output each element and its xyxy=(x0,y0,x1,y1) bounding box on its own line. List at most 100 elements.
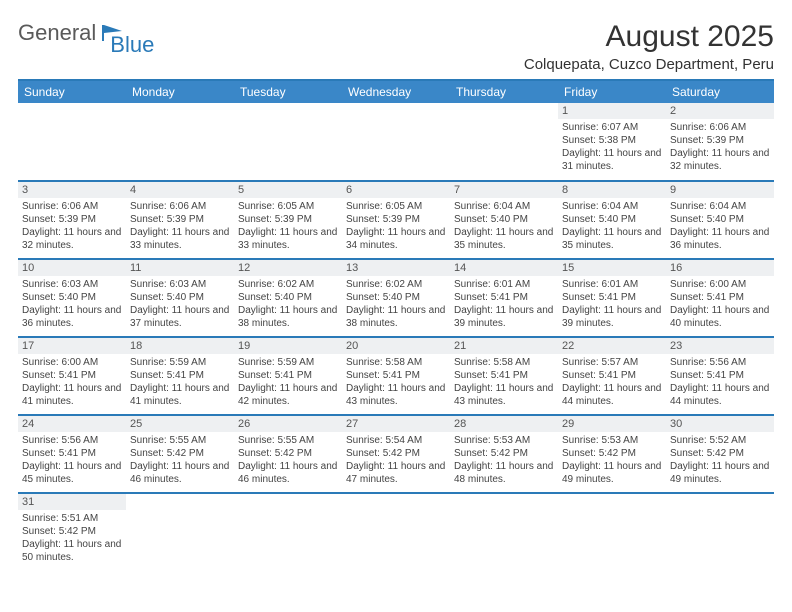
day-number: 18 xyxy=(126,338,234,354)
sunrise-line: Sunrise: 6:00 AM xyxy=(670,278,770,291)
day-details: Sunrise: 6:06 AMSunset: 5:39 PMDaylight:… xyxy=(666,119,774,177)
day-details: Sunrise: 6:04 AMSunset: 5:40 PMDaylight:… xyxy=(450,198,558,256)
weekday-header: Thursday xyxy=(450,81,558,103)
calendar-day-cell: 29 Sunrise: 5:53 AMSunset: 5:42 PMDayligh… xyxy=(558,415,666,493)
calendar-empty-cell xyxy=(342,493,450,571)
daylight-line: Daylight: 11 hours and 31 minutes. xyxy=(562,147,662,173)
sunrise-line: Sunrise: 6:05 AM xyxy=(238,200,338,213)
day-number: 11 xyxy=(126,260,234,276)
sunrise-line: Sunrise: 5:54 AM xyxy=(346,434,446,447)
sunrise-line: Sunrise: 6:02 AM xyxy=(346,278,446,291)
day-number: 28 xyxy=(450,416,558,432)
daylight-line: Daylight: 11 hours and 38 minutes. xyxy=(238,304,338,330)
weekday-header: Tuesday xyxy=(234,81,342,103)
logo-text-general: General xyxy=(18,20,96,46)
calendar-empty-cell xyxy=(126,103,234,181)
calendar-day-cell: 16Sunrise: 6:00 AMSunset: 5:41 PMDayligh… xyxy=(666,259,774,337)
day-details: Sunrise: 6:02 AMSunset: 5:40 PMDaylight:… xyxy=(234,276,342,334)
day-number: 31 xyxy=(18,494,126,510)
day-details: Sunrise: 6:00 AMSunset: 5:41 PMDaylight:… xyxy=(18,354,126,412)
calendar-day-cell: 23Sunrise: 5:56 AMSunset: 5:41 PMDayligh… xyxy=(666,337,774,415)
daylight-line: Daylight: 11 hours and 41 minutes. xyxy=(130,382,230,408)
daylight-line: Daylight: 11 hours and 44 minutes. xyxy=(670,382,770,408)
calendar-day-cell: 6Sunrise: 6:05 AMSunset: 5:39 PMDaylight… xyxy=(342,181,450,259)
day-number: 30 xyxy=(666,416,774,432)
calendar-day-cell: 3Sunrise: 6:06 AMSunset: 5:39 PMDaylight… xyxy=(18,181,126,259)
day-details: Sunrise: 5:56 AMSunset: 5:41 PMDaylight:… xyxy=(666,354,774,412)
sunrise-line: Sunrise: 6:06 AM xyxy=(130,200,230,213)
day-number: 23 xyxy=(666,338,774,354)
day-number: 9 xyxy=(666,182,774,198)
day-details: Sunrise: 5:59 AMSunset: 5:41 PMDaylight:… xyxy=(126,354,234,412)
sunrise-line: Sunrise: 5:55 AM xyxy=(130,434,230,447)
brand-logo: General Blue xyxy=(18,20,174,46)
calendar-week-row: 31Sunrise: 5:51 AMSunset: 5:42 PMDayligh… xyxy=(18,493,774,571)
sunrise-line: Sunrise: 5:56 AM xyxy=(670,356,770,369)
sunrise-line: Sunrise: 6:04 AM xyxy=(562,200,662,213)
day-number: 22 xyxy=(558,338,666,354)
day-number: 21 xyxy=(450,338,558,354)
day-number: 7 xyxy=(450,182,558,198)
calendar-day-cell: 18Sunrise: 5:59 AMSunset: 5:41 PMDayligh… xyxy=(126,337,234,415)
sunrise-line: Sunrise: 6:01 AM xyxy=(562,278,662,291)
day-number: 12 xyxy=(234,260,342,276)
day-number: 25 xyxy=(126,416,234,432)
calendar-day-cell: 30Sunrise: 5:52 AMSunset: 5:42 PMDayligh… xyxy=(666,415,774,493)
sunset-line: Sunset: 5:38 PM xyxy=(562,134,662,147)
calendar-empty-cell xyxy=(558,493,666,571)
day-details: Sunrise: 6:03 AMSunset: 5:40 PMDaylight:… xyxy=(18,276,126,334)
calendar-empty-cell xyxy=(342,103,450,181)
calendar-week-row: 24Sunrise: 5:56 AMSunset: 5:41 PMDayligh… xyxy=(18,415,774,493)
calendar-day-cell: 13Sunrise: 6:02 AMSunset: 5:40 PMDayligh… xyxy=(342,259,450,337)
location-text: Colquepata, Cuzco Department, Peru xyxy=(524,56,774,73)
calendar-week-row: 17Sunrise: 6:00 AMSunset: 5:41 PMDayligh… xyxy=(18,337,774,415)
daylight-line: Daylight: 11 hours and 43 minutes. xyxy=(454,382,554,408)
sunset-line: Sunset: 5:40 PM xyxy=(562,213,662,226)
sunrise-line: Sunrise: 5:58 AM xyxy=(346,356,446,369)
daylight-line: Daylight: 11 hours and 38 minutes. xyxy=(346,304,446,330)
daylight-line: Daylight: 11 hours and 39 minutes. xyxy=(562,304,662,330)
day-details: Sunrise: 6:03 AMSunset: 5:40 PMDaylight:… xyxy=(126,276,234,334)
day-details: Sunrise: 5:55 AMSunset: 5:42 PMDaylight:… xyxy=(126,432,234,490)
daylight-line: Daylight: 11 hours and 44 minutes. xyxy=(562,382,662,408)
day-details: Sunrise: 5:51 AMSunset: 5:42 PMDaylight:… xyxy=(18,510,126,568)
sunset-line: Sunset: 5:41 PM xyxy=(454,369,554,382)
daylight-line: Daylight: 11 hours and 33 minutes. xyxy=(130,226,230,252)
day-details: Sunrise: 6:04 AMSunset: 5:40 PMDaylight:… xyxy=(666,198,774,256)
sunrise-line: Sunrise: 6:03 AM xyxy=(22,278,122,291)
day-details: Sunrise: 6:06 AMSunset: 5:39 PMDaylight:… xyxy=(126,198,234,256)
calendar-day-cell: 1Sunrise: 6:07 AMSunset: 5:38 PMDaylight… xyxy=(558,103,666,181)
daylight-line: Daylight: 11 hours and 35 minutes. xyxy=(454,226,554,252)
day-details: Sunrise: 6:06 AMSunset: 5:39 PMDaylight:… xyxy=(18,198,126,256)
day-details: Sunrise: 5:58 AMSunset: 5:41 PMDaylight:… xyxy=(450,354,558,412)
daylight-line: Daylight: 11 hours and 46 minutes. xyxy=(130,460,230,486)
sunset-line: Sunset: 5:42 PM xyxy=(670,447,770,460)
sunrise-line: Sunrise: 6:07 AM xyxy=(562,121,662,134)
calendar-day-cell: 17Sunrise: 6:00 AMSunset: 5:41 PMDayligh… xyxy=(18,337,126,415)
sunrise-line: Sunrise: 5:57 AM xyxy=(562,356,662,369)
daylight-line: Daylight: 11 hours and 35 minutes. xyxy=(562,226,662,252)
daylight-line: Daylight: 11 hours and 34 minutes. xyxy=(346,226,446,252)
calendar-day-cell: 24Sunrise: 5:56 AMSunset: 5:41 PMDayligh… xyxy=(18,415,126,493)
sunrise-line: Sunrise: 5:56 AM xyxy=(22,434,122,447)
sunset-line: Sunset: 5:42 PM xyxy=(562,447,662,460)
sunset-line: Sunset: 5:40 PM xyxy=(670,213,770,226)
day-details: Sunrise: 6:01 AMSunset: 5:41 PMDaylight:… xyxy=(450,276,558,334)
sunrise-line: Sunrise: 6:06 AM xyxy=(670,121,770,134)
day-number: 29 xyxy=(558,416,666,432)
day-number: 24 xyxy=(18,416,126,432)
calendar-empty-cell xyxy=(666,493,774,571)
sunrise-line: Sunrise: 6:04 AM xyxy=(670,200,770,213)
calendar-day-cell: 15Sunrise: 6:01 AMSunset: 5:41 PMDayligh… xyxy=(558,259,666,337)
daylight-line: Daylight: 11 hours and 49 minutes. xyxy=(562,460,662,486)
calendar-empty-cell xyxy=(234,103,342,181)
sunrise-line: Sunrise: 5:53 AM xyxy=(562,434,662,447)
day-details: Sunrise: 6:00 AMSunset: 5:41 PMDaylight:… xyxy=(666,276,774,334)
sunrise-line: Sunrise: 5:53 AM xyxy=(454,434,554,447)
sunrise-line: Sunrise: 5:55 AM xyxy=(238,434,338,447)
calendar-day-cell: 4Sunrise: 6:06 AMSunset: 5:39 PMDaylight… xyxy=(126,181,234,259)
daylight-line: Daylight: 11 hours and 43 minutes. xyxy=(346,382,446,408)
calendar-week-row: 10Sunrise: 6:03 AMSunset: 5:40 PMDayligh… xyxy=(18,259,774,337)
sunset-line: Sunset: 5:41 PM xyxy=(238,369,338,382)
calendar-day-cell: 12Sunrise: 6:02 AMSunset: 5:40 PMDayligh… xyxy=(234,259,342,337)
